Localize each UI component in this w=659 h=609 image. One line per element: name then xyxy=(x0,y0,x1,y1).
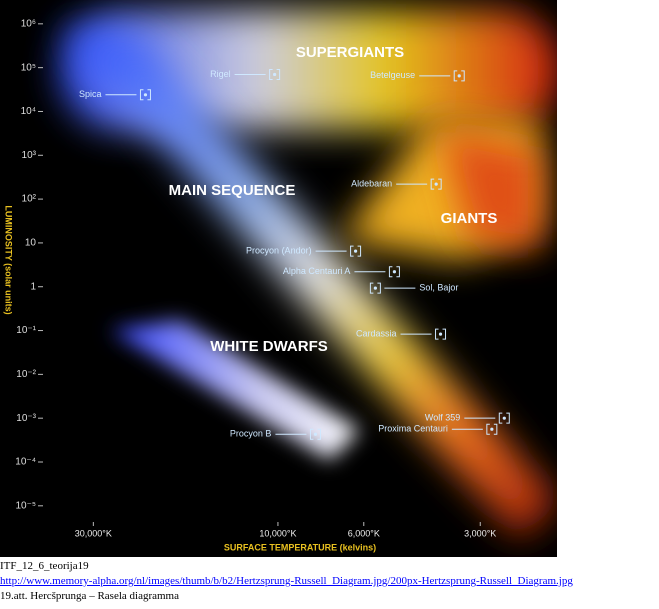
bracket xyxy=(350,245,362,257)
x-tick-label: 6,000°K xyxy=(348,528,380,538)
bracket xyxy=(430,178,442,190)
star-label: Aldebaran xyxy=(351,178,392,188)
y-tick-label: 10² xyxy=(22,194,37,205)
bracket xyxy=(453,70,465,82)
dot xyxy=(457,74,461,78)
dot xyxy=(502,416,506,420)
dot xyxy=(392,270,397,274)
star-marker xyxy=(486,423,498,435)
bracket xyxy=(435,328,447,340)
dot xyxy=(273,72,277,77)
star-marker xyxy=(388,266,400,278)
star-label: Wolf 359 xyxy=(425,413,460,423)
region-label: MAIN SEQUENCE xyxy=(169,182,296,199)
star-label: Spica xyxy=(79,89,102,99)
bracket xyxy=(309,428,321,440)
y-tick-label: 10⁻¹ xyxy=(16,325,36,336)
dot xyxy=(353,249,358,253)
dot xyxy=(313,432,318,436)
y-tick-label: 10⁻³ xyxy=(16,413,36,424)
x-tick-label: 30,000°K xyxy=(75,528,112,538)
region-label: SUPERGIANTS xyxy=(296,44,404,61)
dot xyxy=(438,332,443,336)
caption-line: 19.att. Hercšprunga – Rasela diagramma xyxy=(0,590,179,602)
star-marker xyxy=(139,89,151,101)
star-label: Alpha Centauri A xyxy=(283,266,351,276)
caption-line: ITF_12_6_teorija19 xyxy=(0,560,89,572)
y-tick-label: 10⁻² xyxy=(16,369,36,380)
caption-link[interactable]: http://www.memory-alpha.org/nl/images/th… xyxy=(0,575,573,587)
bracket xyxy=(269,68,281,80)
y-tick-label: 10 xyxy=(25,238,37,249)
star-label: Procyon (Andor) xyxy=(246,245,312,255)
y-tick-label: 10⁶ xyxy=(21,18,36,29)
y-tick-label: 10⁴ xyxy=(21,106,36,117)
region-label: GIANTS xyxy=(441,210,498,227)
star-label: Sol, Bajor xyxy=(419,282,458,292)
bracket xyxy=(498,412,510,424)
dot xyxy=(373,286,377,290)
bracket xyxy=(369,282,381,294)
y-tick-label: 10³ xyxy=(22,150,37,161)
star-marker xyxy=(269,68,281,80)
star-marker xyxy=(435,328,447,340)
star-marker xyxy=(369,282,381,294)
star-label: Betelgeuse xyxy=(370,70,415,80)
bracket xyxy=(388,266,400,278)
star-marker xyxy=(453,70,465,82)
star-label: Rigel xyxy=(210,69,231,79)
caption-link-line: http://www.memory-alpha.org/nl/images/th… xyxy=(0,575,573,587)
chart: LUMINOSITY (solar units) SURFACE TEMPERA… xyxy=(0,0,557,557)
star-marker xyxy=(309,428,321,440)
y-tick-label: 10⁻⁵ xyxy=(15,500,36,511)
y-tick-label: 10⁻⁴ xyxy=(15,457,36,468)
dot xyxy=(490,427,494,431)
x-tick-label: 3,000°K xyxy=(464,528,496,538)
star-label: Proxima Centauri xyxy=(378,424,448,434)
x-axis-title: SURFACE TEMPERATURE (kelvins) xyxy=(224,542,376,552)
star-label: Cardassia xyxy=(356,328,397,338)
dot xyxy=(143,93,148,97)
star-marker xyxy=(350,245,362,257)
star-marker xyxy=(498,412,510,424)
y-tick-label: 1 xyxy=(30,281,36,292)
region-label: WHITE DWARFS xyxy=(210,338,328,355)
bracket xyxy=(139,89,151,101)
y-tick-label: 10⁵ xyxy=(21,62,36,73)
star-marker xyxy=(430,178,442,190)
glow xyxy=(60,10,557,540)
x-tick-label: 10,000°K xyxy=(259,528,296,538)
star-label: Procyon B xyxy=(230,429,272,439)
y-axis-title: LUMINOSITY (solar units) xyxy=(4,205,14,314)
bracket xyxy=(486,423,498,435)
dot xyxy=(434,182,438,186)
